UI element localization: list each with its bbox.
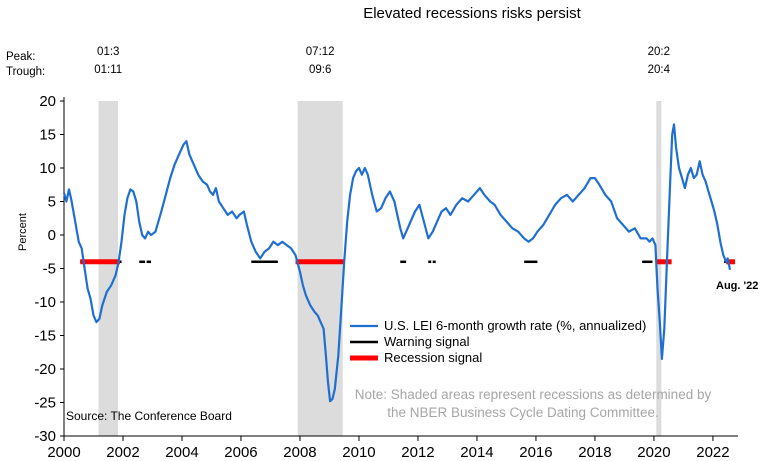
y-tick-label: 15	[39, 127, 56, 144]
recession-date-labels: 01:3 01:11 07:12 09:6 20:2 20:4	[94, 46, 670, 76]
x-tick-label: 2010	[342, 444, 375, 461]
note-line-1: Note: Shaded areas represent recessions …	[355, 387, 712, 402]
lei-growth-line	[62, 123, 732, 403]
recession-peak-3: 20:2	[648, 46, 670, 58]
y-tick-label: -5	[43, 261, 56, 278]
y-tick-label: -10	[34, 294, 56, 311]
chart-axes	[60, 97, 738, 441]
note-line-2: the NBER Business Cycle Dating Committee…	[387, 405, 659, 420]
lei-series	[62, 123, 732, 403]
y-tick-label: -30	[34, 428, 56, 445]
x-tick-labels: 2000 2002 2004 2006 2008 2010 2012 2014 2016 2018…	[47, 444, 729, 461]
recession-trough-2: 09:6	[309, 64, 331, 76]
recession-shade-3	[656, 101, 662, 436]
y-tick-label: -15	[34, 328, 56, 345]
legend-label-recession: Recession signal	[384, 350, 482, 365]
legend-label-lei: U.S. LEI 6-month growth rate (%, annuali…	[384, 318, 646, 333]
y-axis-label: Percent	[17, 213, 29, 251]
recession-peak-2: 07:12	[306, 46, 335, 58]
x-tick-label: 2002	[106, 444, 139, 461]
legend: U.S. LEI 6-month growth rate (%, annuali…	[350, 318, 646, 365]
y-tick-label: 5	[48, 194, 56, 211]
x-tick-label: 2012	[401, 444, 434, 461]
legend-label-warning: Warning signal	[384, 334, 470, 349]
y-tick-label: 20	[39, 93, 56, 110]
y-tick-label: -20	[34, 361, 56, 378]
x-tick-label: 2016	[519, 444, 552, 461]
latest-label: Aug. '22	[716, 280, 758, 292]
recession-shade-1	[98, 101, 118, 436]
recession-trough-1: 01:11	[94, 64, 122, 76]
y-tick-labels: 20 15 10 5 0 -5 -10 -15 -20 -25 -30	[34, 93, 56, 445]
x-tick-label: 2004	[165, 444, 198, 461]
x-tick-label: 2020	[637, 444, 670, 461]
x-tick-label: 2018	[578, 444, 611, 461]
recession-shades	[98, 101, 662, 436]
y-tick-label: 10	[39, 160, 56, 177]
trough-label: Trough:	[6, 66, 45, 78]
x-tick-label: 2006	[224, 444, 257, 461]
recession-peak-1: 01:3	[97, 46, 119, 58]
source-text: Source: The Conference Board	[66, 409, 232, 423]
x-tick-label: 2022	[696, 444, 729, 461]
x-tick-label: 2000	[47, 444, 80, 461]
x-tick-label: 2008	[283, 444, 316, 461]
x-tick-label: 2014	[460, 444, 493, 461]
y-tick-label: 0	[48, 227, 56, 244]
peak-label: Peak:	[6, 51, 35, 63]
recession-trough-3: 20:4	[648, 64, 671, 76]
y-tick-label: -25	[34, 395, 56, 412]
chart-title: Elevated recessions risks persist	[363, 5, 581, 22]
